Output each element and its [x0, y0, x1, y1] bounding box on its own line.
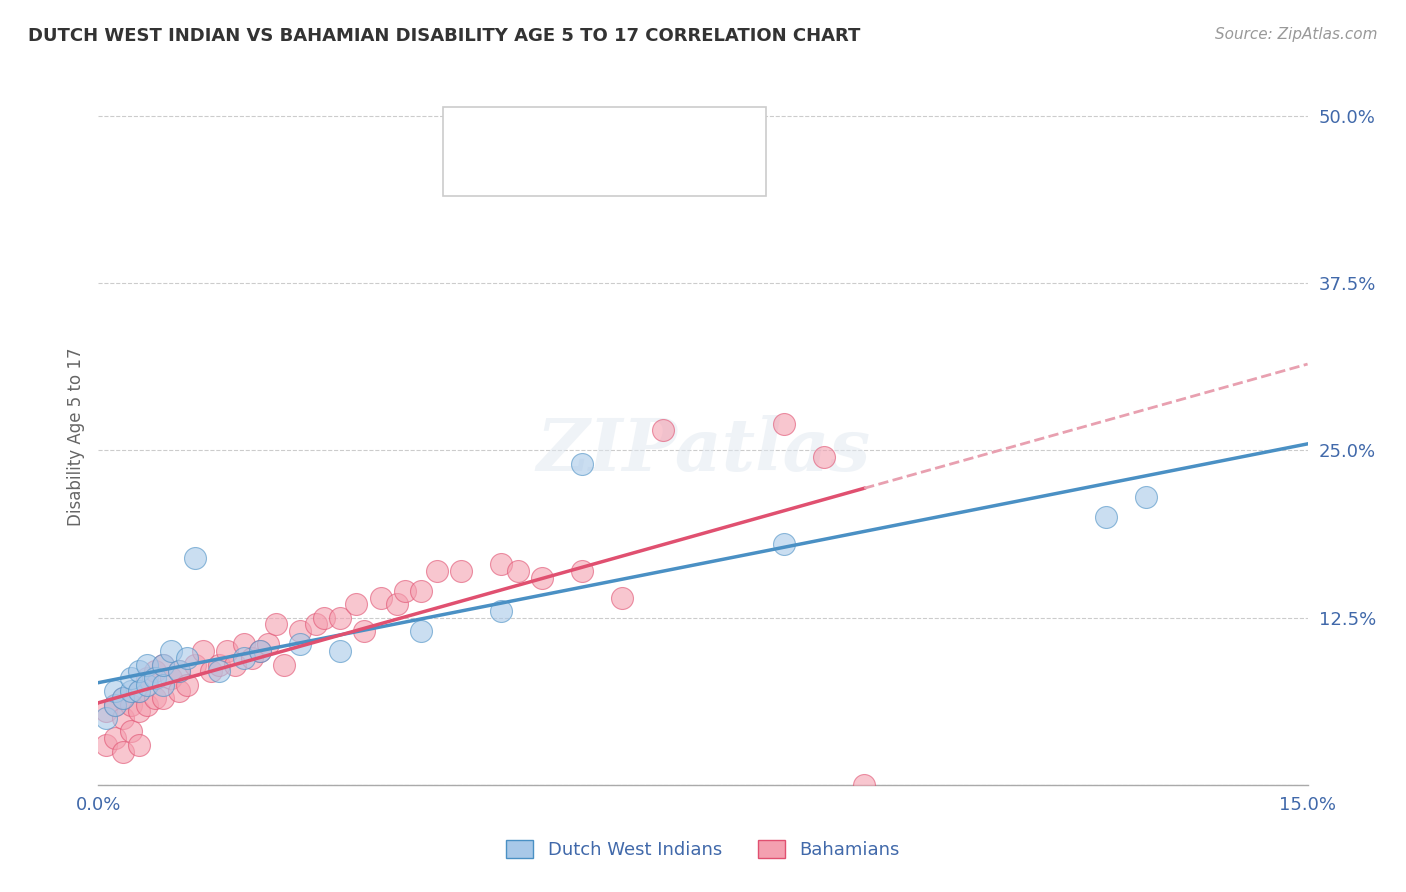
Point: [249, 644, 271, 658]
Point: [96, 738, 118, 752]
Point: [273, 657, 295, 672]
Point: [1095, 510, 1118, 524]
Point: [152, 657, 174, 672]
Point: [143, 671, 166, 685]
Point: [135, 698, 157, 712]
Point: [135, 671, 157, 685]
Point: [344, 598, 367, 612]
Point: [409, 584, 432, 599]
Point: [184, 657, 207, 672]
Point: [314, 611, 336, 625]
Point: [353, 624, 375, 639]
Point: [571, 564, 593, 578]
Point: [385, 598, 408, 612]
Point: [111, 711, 134, 725]
Point: [232, 637, 254, 651]
Text: DUTCH WEST INDIAN VS BAHAMIAN DISABILITY AGE 5 TO 17 CORRELATION CHART: DUTCH WEST INDIAN VS BAHAMIAN DISABILITY…: [28, 27, 860, 45]
Point: [217, 644, 239, 658]
Point: [103, 731, 125, 746]
Point: [120, 724, 142, 739]
Point: [167, 684, 190, 698]
Point: [103, 698, 125, 712]
Point: [329, 644, 352, 658]
Point: [111, 744, 134, 758]
Text: ZIPatlas: ZIPatlas: [536, 416, 870, 486]
Point: [143, 664, 166, 679]
Point: [772, 417, 794, 431]
Text: N = 55: N = 55: [603, 158, 666, 176]
Point: [612, 591, 634, 605]
Point: [167, 664, 190, 679]
Point: [152, 678, 174, 692]
Point: [184, 550, 207, 565]
Point: [152, 690, 174, 705]
Point: [120, 698, 142, 712]
Point: [120, 671, 142, 685]
Point: [305, 617, 328, 632]
Point: [288, 637, 311, 651]
Point: [143, 690, 166, 705]
Point: [256, 637, 278, 651]
Point: [176, 651, 198, 665]
Point: [200, 664, 222, 679]
Point: [651, 424, 673, 438]
Point: [128, 684, 150, 698]
Point: [370, 591, 392, 605]
Point: [103, 684, 125, 698]
Point: [264, 617, 287, 632]
Point: [128, 705, 150, 719]
Point: [394, 584, 416, 599]
Point: [240, 651, 263, 665]
Point: [249, 644, 271, 658]
Legend: Dutch West Indians, Bahamians: Dutch West Indians, Bahamians: [499, 832, 907, 866]
Point: [160, 671, 183, 685]
Point: [96, 711, 118, 725]
Point: [224, 657, 246, 672]
Point: [530, 571, 553, 585]
Point: [152, 657, 174, 672]
Text: R =  0.512: R = 0.512: [498, 125, 593, 143]
Point: [176, 678, 198, 692]
Point: [208, 657, 231, 672]
Point: [409, 624, 432, 639]
Point: [111, 690, 134, 705]
Point: [571, 457, 593, 471]
Text: R =  0.553: R = 0.553: [498, 158, 593, 176]
Point: [853, 778, 876, 792]
Point: [135, 678, 157, 692]
Y-axis label: Disability Age 5 to 17: Disability Age 5 to 17: [66, 348, 84, 526]
Point: [111, 690, 134, 705]
Point: [450, 564, 472, 578]
Point: [103, 698, 125, 712]
Point: [506, 564, 529, 578]
Point: [232, 651, 254, 665]
Point: [772, 537, 794, 551]
Point: [491, 604, 513, 618]
Point: [208, 664, 231, 679]
Point: [288, 624, 311, 639]
Point: [128, 684, 150, 698]
Text: N = 28: N = 28: [603, 125, 666, 143]
Point: [329, 611, 352, 625]
Point: [128, 738, 150, 752]
Point: [120, 684, 142, 698]
Point: [813, 450, 835, 464]
Point: [1135, 490, 1157, 504]
Point: [160, 644, 183, 658]
Point: [426, 564, 449, 578]
Point: [135, 657, 157, 672]
Point: [193, 644, 215, 658]
Point: [167, 664, 190, 679]
Point: [128, 664, 150, 679]
Text: Source: ZipAtlas.com: Source: ZipAtlas.com: [1215, 27, 1378, 42]
Point: [491, 557, 513, 572]
Point: [96, 705, 118, 719]
